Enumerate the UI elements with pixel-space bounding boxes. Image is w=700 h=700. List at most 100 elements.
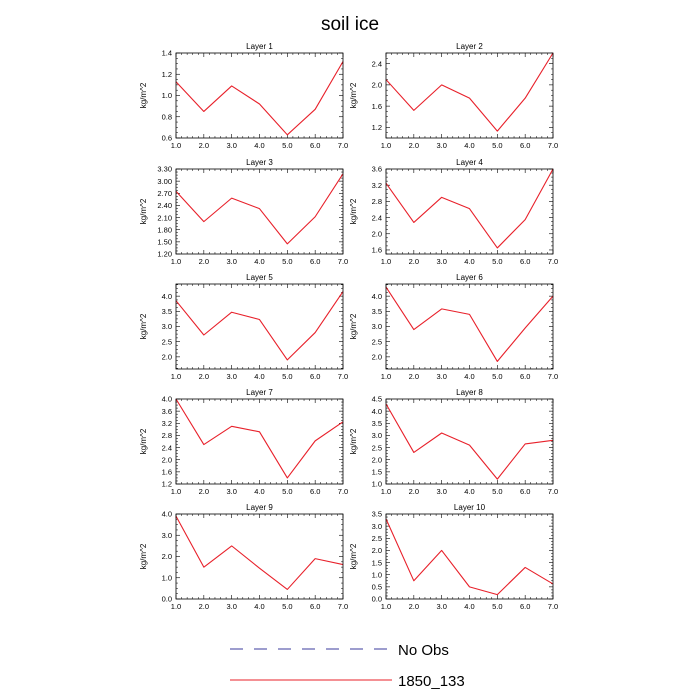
- layer-6-xtick-label: 7.0: [548, 372, 558, 381]
- layer-5-title: Layer 5: [246, 273, 273, 282]
- layer-8-ytick-label: 4.5: [372, 395, 382, 404]
- layer-10-frame: [385, 513, 554, 600]
- layer-7-xtick-label: 1.0: [171, 487, 181, 496]
- layer-2-series-line: [385, 52, 554, 132]
- layer-9-ytick-label: 2.0: [162, 552, 172, 561]
- layer-10-series-line: [385, 518, 554, 596]
- layer-2-xtick-label: 6.0: [520, 141, 530, 150]
- figure-title: soil ice: [321, 14, 379, 35]
- layer-10-ytick-label: 1.0: [372, 570, 382, 579]
- layer-6-panel: Layer 6 kg/m^2 1.0 2.0 3.0 4.0 5.0 6.0 7.0 2.0 2.5…: [349, 273, 558, 381]
- layer-9-xtick-label: 6.0: [310, 602, 320, 611]
- layer-10-ytick-label: 3.5: [372, 510, 382, 519]
- layer-5-ylabel: kg/m^2: [139, 313, 148, 339]
- layer-9-ytick-label: 1.0: [162, 573, 172, 582]
- layer-8-xtick-label: 2.0: [409, 487, 419, 496]
- layer-9-frame: [175, 513, 344, 600]
- layer-9-xtick-label: 5.0: [282, 602, 292, 611]
- layer-10-ylabel: kg/m^2: [349, 543, 358, 569]
- layer-10-xtick-label: 4.0: [464, 602, 474, 611]
- layer-5-ytick-label: 3.0: [162, 322, 172, 331]
- layer-6-ytick-label: 2.0: [372, 353, 382, 362]
- layer-6-xtick-label: 3.0: [436, 372, 446, 381]
- layer-3-xtick-label: 2.0: [199, 257, 209, 266]
- layer-7-ytick-label: 3.6: [162, 407, 172, 416]
- layer-10-ytick-label: 2.5: [372, 534, 382, 543]
- layer-4-xtick-label: 1.0: [381, 257, 391, 266]
- layer-4-ytick-label: 2.0: [372, 229, 382, 238]
- layer-3-xtick-label: 4.0: [254, 257, 264, 266]
- layer-6-series-line: [385, 286, 554, 362]
- layer-10-xtick-label: 3.0: [436, 602, 446, 611]
- layer-10-ytick-label: 0.5: [372, 583, 382, 592]
- layer-2-xtick-label: 7.0: [548, 141, 558, 150]
- layer-9-xtick-label: 7.0: [338, 602, 348, 611]
- layer-7-xtick-label: 6.0: [310, 487, 320, 496]
- layer-3-xtick-label: 6.0: [310, 257, 320, 266]
- layer-2-ytick-label: 2.0: [372, 81, 382, 90]
- layer-9-xtick-label: 4.0: [254, 602, 264, 611]
- layer-4-xtick-label: 2.0: [409, 257, 419, 266]
- layer-1-ytick-label: 0.8: [162, 112, 172, 121]
- layer-6-xtick-label: 5.0: [492, 372, 502, 381]
- layer-5-ytick-label: 3.5: [162, 307, 172, 316]
- layer-5-xtick-label: 1.0: [171, 372, 181, 381]
- layer-8-xtick-label: 3.0: [436, 487, 446, 496]
- layer-8-ytick-label: 2.0: [372, 455, 382, 464]
- layer-9-ytick-label: 4.0: [162, 510, 172, 519]
- legend-1850-133-label: 1850_133: [398, 673, 465, 690]
- layer-6-xtick-label: 6.0: [520, 372, 530, 381]
- layer-1-frame: [175, 52, 344, 139]
- layer-5-xtick-label: 3.0: [226, 372, 236, 381]
- layer-1-ytick-label: 1.2: [162, 70, 172, 79]
- layer-6-title: Layer 6: [456, 273, 483, 282]
- layer-4-ytick-label: 3.2: [372, 181, 382, 190]
- layer-9-xtick-label: 2.0: [199, 602, 209, 611]
- layer-1-xtick-label: 6.0: [310, 141, 320, 150]
- layer-8-ylabel: kg/m^2: [349, 428, 358, 454]
- layer-4-panel: Layer 4 kg/m^2 1.0 2.0 3.0 4.0 5.0 6.0 7.0 1.6 2.0…: [349, 158, 558, 266]
- layer-2-ytick-label: 1.2: [372, 123, 382, 132]
- layer-8-frame: [385, 398, 554, 485]
- panels-grid: Layer 1 kg/m^2 1.0 2.0 3.0 4.0 5.0 6.0 7.0 0.6 0.8…: [139, 42, 558, 611]
- layer-1-xtick-label: 5.0: [282, 141, 292, 150]
- layer-4-ylabel: kg/m^2: [349, 198, 358, 224]
- layer-2-xtick-label: 5.0: [492, 141, 502, 150]
- layer-7-ytick-label: 2.8: [162, 431, 172, 440]
- layer-6-xtick-label: 2.0: [409, 372, 419, 381]
- layer-2-ytick-label: 1.6: [372, 102, 382, 111]
- layer-1-xtick-label: 7.0: [338, 141, 348, 150]
- layer-9-panel: Layer 9kg/m^21.0 2.0 3.0 4.0 5.0 6.0 7.00.01.0…: [139, 503, 348, 611]
- layer-4-xtick-label: 4.0: [464, 257, 474, 266]
- layer-1-ytick-label: 0.6: [162, 134, 172, 143]
- layer-5-xtick-label: 2.0: [199, 372, 209, 381]
- layer-6-xtick-label: 1.0: [381, 372, 391, 381]
- layer-10-ytick-label: 3.0: [372, 522, 382, 531]
- layer-7-frame: [175, 398, 344, 485]
- layer-3-ytick-label: 1.20: [157, 250, 172, 259]
- layer-4-ytick-label: 2.4: [372, 213, 382, 222]
- layer-4-ytick-label: 2.8: [372, 197, 382, 206]
- layer-1-title: Layer 1: [246, 42, 273, 51]
- layer-1-ylabel: kg/m^2: [139, 82, 148, 108]
- layer-3-ylabel: kg/m^2: [139, 198, 148, 224]
- layer-4-xtick-label: 5.0: [492, 257, 502, 266]
- layer-7-ytick-label: 4.0: [162, 395, 172, 404]
- layer-9-ytick-label: 0.0: [162, 595, 172, 604]
- layer-5-ytick-label: 2.0: [162, 353, 172, 362]
- layer-6-ytick-label: 3.5: [372, 307, 382, 316]
- layer-6-ytick-label: 2.5: [372, 337, 382, 346]
- layer-10-xtick-label: 6.0: [520, 602, 530, 611]
- layer-2-xtick-label: 4.0: [464, 141, 474, 150]
- layer-10-panel: Layer 10 kg/m^2 1.0 2.0 3.0 4.0 5.0 6.0 7.0 0.0 0.…: [349, 503, 558, 611]
- layer-7-ytick-label: 2.0: [162, 455, 172, 464]
- layer-4-xtick-label: 3.0: [436, 257, 446, 266]
- layer-7-ytick-label: 3.2: [162, 419, 172, 428]
- layer-8-ytick-label: 3.5: [372, 419, 382, 428]
- layer-2-xtick-label: 3.0: [436, 141, 446, 150]
- layer-1-ytick-label: 1.4: [162, 49, 172, 58]
- layer-10-xtick-label: 2.0: [409, 602, 419, 611]
- layer-2-xtick-label: 2.0: [409, 141, 419, 150]
- layer-2-panel: Layer 2 kg/m^2 1.0 2.0 3.0 4.0 5.0 6.0 7.0 1.2 1.6…: [349, 42, 558, 150]
- layer-8-xtick-label: 6.0: [520, 487, 530, 496]
